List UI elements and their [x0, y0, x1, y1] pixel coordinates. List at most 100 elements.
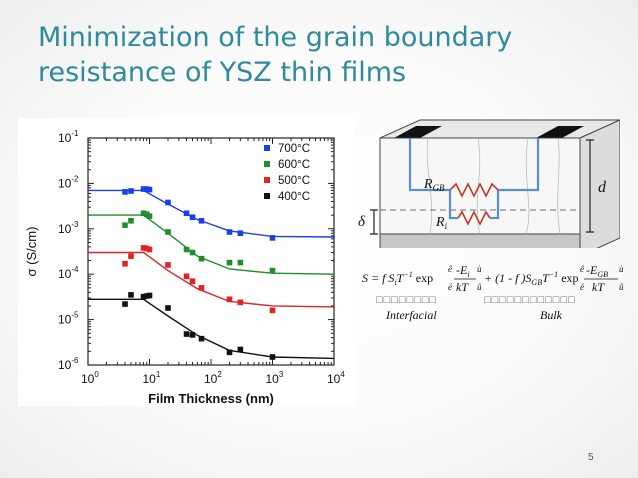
data-point-0 — [146, 186, 153, 193]
interfacial-label: Interfacial — [386, 308, 437, 322]
legend-marker-0 — [264, 145, 270, 151]
data-point-2 — [143, 245, 150, 252]
data-point-1 — [143, 211, 150, 217]
y-tick-label: 10-3 — [58, 220, 79, 236]
data-point-2 — [269, 307, 276, 314]
data-point-1 — [226, 259, 233, 266]
bracket-ul-1: ê — [448, 264, 452, 274]
data-point-1 — [189, 249, 196, 256]
circuit-wire-inner — [448, 190, 500, 220]
frac1-num: -Ei — [456, 263, 470, 279]
legend-label-3: 400°C — [278, 191, 310, 203]
data-point-3 — [140, 293, 147, 300]
x-tick-label: 104 — [327, 370, 345, 386]
formula-boxes-left: □□□□□□□□ — [376, 294, 438, 306]
data-point-0 — [198, 218, 205, 224]
bracket-ul-2: ê — [580, 264, 584, 274]
page-number: 5 — [588, 452, 594, 463]
bulk-label: Bulk — [540, 308, 562, 322]
film-front-face — [379, 137, 581, 235]
resistor-ri — [457, 210, 491, 226]
data-point-3 — [269, 354, 276, 360]
data-point-3 — [237, 346, 244, 353]
y-tick-label: 10-1 — [58, 129, 79, 145]
data-point-1 — [237, 259, 244, 266]
thin-film-diagram: RGB Ri d δ — [358, 118, 621, 257]
legend-label-1: 600°C — [278, 159, 310, 171]
data-point-3 — [183, 331, 190, 337]
data-point-1 — [128, 218, 134, 224]
data-point-3 — [226, 349, 233, 356]
label-delta: δ — [358, 214, 366, 230]
data-point-1 — [140, 210, 147, 217]
conductivity-chart-svg: 100 101 102 103 104 10-1 10-2 10-3 10-4 10-5 10-6 F… — [24, 129, 345, 406]
bracket-lr-2: û — [619, 282, 624, 292]
data-point-0 — [269, 235, 276, 241]
data-point-1 — [183, 246, 190, 253]
label-d: d — [598, 179, 607, 196]
x-tick-label: 102 — [204, 370, 222, 386]
left-electrode — [394, 126, 442, 138]
data-point-2 — [146, 246, 153, 253]
slide-title-line-1: Minimization of the grain boundary — [38, 22, 513, 53]
x-axis-label: Film Thickness (nm) — [148, 391, 274, 406]
data-point-2 — [189, 278, 196, 285]
legend-marker-2 — [264, 177, 270, 183]
bracket-ur-2: ù — [619, 264, 624, 274]
bracket-lr-1: û — [477, 282, 482, 292]
legend-label-2: 500°C — [278, 175, 310, 187]
data-point-0 — [183, 210, 190, 217]
slide-title-line-2: resistance of YSZ thin films — [38, 57, 407, 88]
legend-marker-3 — [264, 193, 270, 199]
formula-lhs: S = f SiT−1 exp — [362, 270, 433, 287]
data-point-0 — [140, 186, 147, 192]
data-point-1 — [198, 255, 205, 262]
resistor-rgb — [449, 182, 499, 198]
y-tick-label: 10-6 — [58, 356, 79, 372]
slide-title: Minimization of the grain boundary resis… — [38, 20, 598, 90]
data-point-2 — [226, 296, 233, 303]
label-ri: Ri — [435, 215, 448, 231]
plot-frame — [87, 137, 335, 366]
data-point-0 — [189, 214, 196, 221]
data-point-0 — [122, 189, 128, 195]
conductivity-chart: 100 101 102 103 104 10-1 10-2 10-3 10-4 10-5 10-6 F… — [18, 118, 354, 406]
data-point-2 — [128, 253, 134, 259]
legend-marker-1 — [264, 161, 270, 167]
y-tick-label: 10-5 — [58, 311, 79, 327]
data-point-3 — [122, 301, 128, 307]
data-point-3 — [165, 305, 171, 311]
data-point-0 — [237, 230, 244, 236]
formula-boxes-right: □□□□□□□□□□□□ — [484, 294, 576, 306]
formula-svg: S = f SiT−1 exp ê ë -Ei kT ù û + (1 - f … — [362, 263, 624, 294]
data-point-1 — [146, 213, 153, 219]
data-point-3 — [189, 332, 196, 338]
data-point-2 — [140, 245, 147, 251]
data-point-1 — [165, 229, 171, 235]
data-point-0 — [143, 186, 150, 192]
frac2-num: -EGB — [586, 263, 608, 279]
bracket-ur-1: ù — [477, 264, 482, 274]
label-rgb: RGB — [423, 177, 445, 193]
right-electrode — [536, 126, 584, 138]
conductivity-formula: S = f SiT−1 exp ê ë -Ei kT ù û + (1 - f … — [362, 260, 632, 330]
frac2-den: kT — [592, 280, 605, 294]
data-point-3 — [128, 292, 134, 298]
circuit-wire-outer — [408, 138, 540, 192]
data-point-3 — [198, 335, 205, 342]
data-point-2 — [183, 273, 190, 280]
data-point-2 — [165, 262, 171, 268]
data-point-2 — [237, 299, 244, 306]
data-point-0 — [128, 188, 134, 194]
data-point-2 — [198, 285, 205, 291]
data-point-0 — [226, 229, 233, 235]
y-tick-label: 10-4 — [58, 265, 79, 281]
x-tick-label: 103 — [266, 370, 284, 386]
legend-label-0: 700°C — [278, 143, 310, 155]
data-point-2 — [122, 260, 128, 267]
data-point-1 — [269, 267, 276, 274]
fit-line-2 — [88, 251, 335, 308]
data-point-3 — [146, 292, 153, 299]
y-axis-label: σ (S/cm) — [24, 227, 39, 277]
interface-bracket — [370, 209, 378, 235]
